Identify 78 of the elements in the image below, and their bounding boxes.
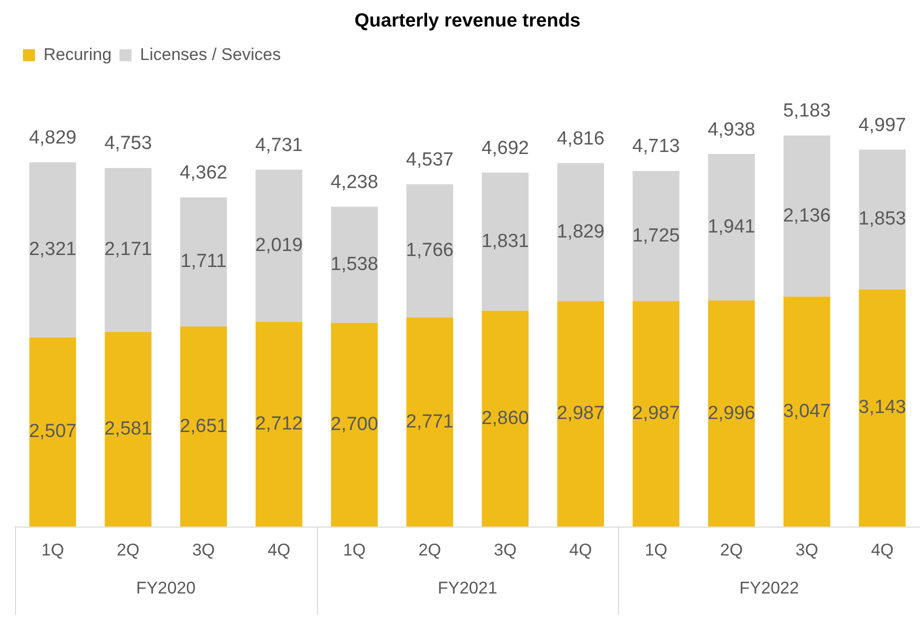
data-label: 1,853 bbox=[858, 208, 906, 230]
bar bbox=[406, 317, 454, 527]
total-label: 4,997 bbox=[858, 114, 906, 136]
data-label: 3,047 bbox=[783, 400, 831, 422]
data-label: 2,136 bbox=[783, 205, 831, 226]
x-tick-label: 1Q bbox=[41, 540, 64, 560]
data-label: 2,507 bbox=[28, 421, 76, 442]
data-label: 2,987 bbox=[632, 403, 680, 424]
total-label: 4,238 bbox=[330, 172, 378, 194]
data-label: 2,581 bbox=[104, 418, 152, 440]
bar bbox=[708, 154, 755, 300]
bar bbox=[632, 301, 680, 527]
total-label: 4,362 bbox=[180, 162, 228, 184]
x-tick-label: 4Q bbox=[268, 540, 290, 560]
data-label: 1,941 bbox=[708, 216, 756, 238]
data-label: 2,019 bbox=[255, 234, 303, 256]
data-label: 2,651 bbox=[180, 416, 228, 437]
bar bbox=[557, 163, 604, 302]
data-label: 2,860 bbox=[481, 408, 529, 429]
x-tick-label: 4Q bbox=[569, 540, 592, 560]
x-tick-label: 3Q bbox=[192, 540, 215, 560]
bar bbox=[29, 337, 76, 527]
bar bbox=[783, 135, 830, 297]
text: FY2021 bbox=[438, 578, 498, 598]
bar bbox=[632, 171, 680, 302]
data-label: 1,711 bbox=[180, 251, 227, 272]
data-label: 1,766 bbox=[406, 240, 454, 262]
bar bbox=[104, 168, 152, 332]
bar bbox=[256, 170, 302, 322]
data-label: 1,725 bbox=[632, 225, 680, 246]
bar bbox=[330, 206, 378, 323]
bar bbox=[482, 172, 529, 311]
bar bbox=[104, 332, 152, 527]
data-label: 1,829 bbox=[556, 221, 604, 242]
data-label: 2,700 bbox=[330, 414, 378, 435]
total-label: 4,753 bbox=[104, 133, 152, 154]
x-tick-label: 2Q bbox=[418, 540, 442, 560]
total-label: 4,816 bbox=[556, 128, 604, 150]
x-tick-label: 1Q bbox=[343, 540, 366, 560]
total-label: 4,829 bbox=[28, 127, 76, 148]
data-label: 3,143 bbox=[858, 397, 906, 418]
bar bbox=[406, 184, 454, 318]
data-label: 2,171 bbox=[104, 239, 152, 260]
bar bbox=[180, 197, 227, 327]
bar bbox=[330, 322, 378, 527]
bar bbox=[708, 300, 755, 527]
bar bbox=[858, 150, 906, 290]
data-label: 1,831 bbox=[481, 230, 529, 252]
bar bbox=[783, 296, 830, 527]
x-tick-label: 3Q bbox=[494, 540, 517, 560]
bar bbox=[482, 310, 529, 527]
bar bbox=[29, 162, 76, 338]
total-label: 4,537 bbox=[406, 149, 454, 170]
total-label: 4,731 bbox=[255, 134, 303, 156]
bar bbox=[180, 326, 227, 527]
legend-label: Recuring bbox=[44, 44, 112, 64]
data-label: 2,321 bbox=[28, 239, 76, 260]
text: FY2020 bbox=[136, 578, 196, 598]
total-label: 4,938 bbox=[708, 119, 756, 140]
bar bbox=[256, 322, 302, 527]
total-label: 5,183 bbox=[783, 100, 831, 122]
chart-title: Quarterly revenue trends bbox=[354, 10, 580, 32]
x-tick-label: 3Q bbox=[796, 540, 818, 560]
bar bbox=[858, 289, 906, 527]
legend-label: Licenses / Sevices bbox=[140, 44, 281, 64]
x-tick-label: 4Q bbox=[870, 540, 894, 560]
data-label: 2,987 bbox=[556, 403, 604, 424]
x-tick-label: 1Q bbox=[644, 540, 668, 560]
data-label: 2,996 bbox=[708, 402, 756, 424]
bar bbox=[557, 301, 604, 527]
data-label: 2,712 bbox=[255, 414, 303, 434]
data-label: 2,771 bbox=[406, 411, 454, 432]
text: FY2022 bbox=[739, 578, 799, 598]
total-label: 4,713 bbox=[632, 136, 680, 158]
data-label: 1,538 bbox=[330, 254, 378, 276]
x-tick-label: 2Q bbox=[116, 540, 140, 560]
x-tick-label: 2Q bbox=[720, 540, 743, 560]
total-label: 4,692 bbox=[481, 138, 529, 159]
